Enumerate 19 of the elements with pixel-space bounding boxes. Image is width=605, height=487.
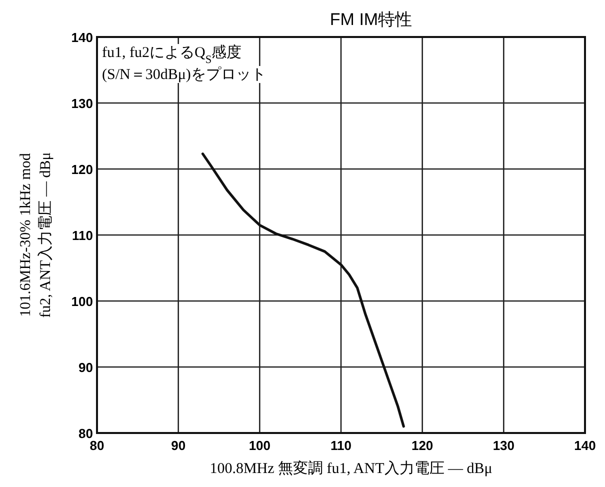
annotation: fu1, fu2によるQ$_{S}$感度: [102, 44, 242, 66]
y-tick-label: 130: [71, 96, 93, 111]
y-tick-label: 110: [72, 228, 93, 243]
chart-title: FM IM特性: [330, 10, 412, 29]
x-axis-title: 100.8MHz 無変調 fu1, ANT入力電圧 — dBμ: [210, 460, 492, 477]
x-tick-label: 90: [171, 438, 186, 453]
x-tick-label: 130: [492, 438, 515, 453]
x-tick-label: 140: [574, 438, 596, 453]
x-tick-label: 110: [330, 438, 352, 453]
y-axis-title: 101.6MHz-30% 1kHz mod fu2, ANT入力電圧 — dBμ: [18, 152, 54, 318]
y-tick-label: 120: [71, 162, 93, 177]
annotation: (S/N＝30dBμ)をプロット: [102, 66, 266, 83]
y-tick-label: 90: [78, 360, 93, 375]
y-tick-label: 100: [71, 294, 93, 309]
y-tick-label: 80: [78, 426, 93, 441]
y-tick-label: 140: [71, 30, 93, 45]
x-tick-label: 120: [411, 438, 434, 453]
x-tick-label: 100: [248, 438, 271, 453]
x-tick-label: 80: [90, 438, 104, 453]
